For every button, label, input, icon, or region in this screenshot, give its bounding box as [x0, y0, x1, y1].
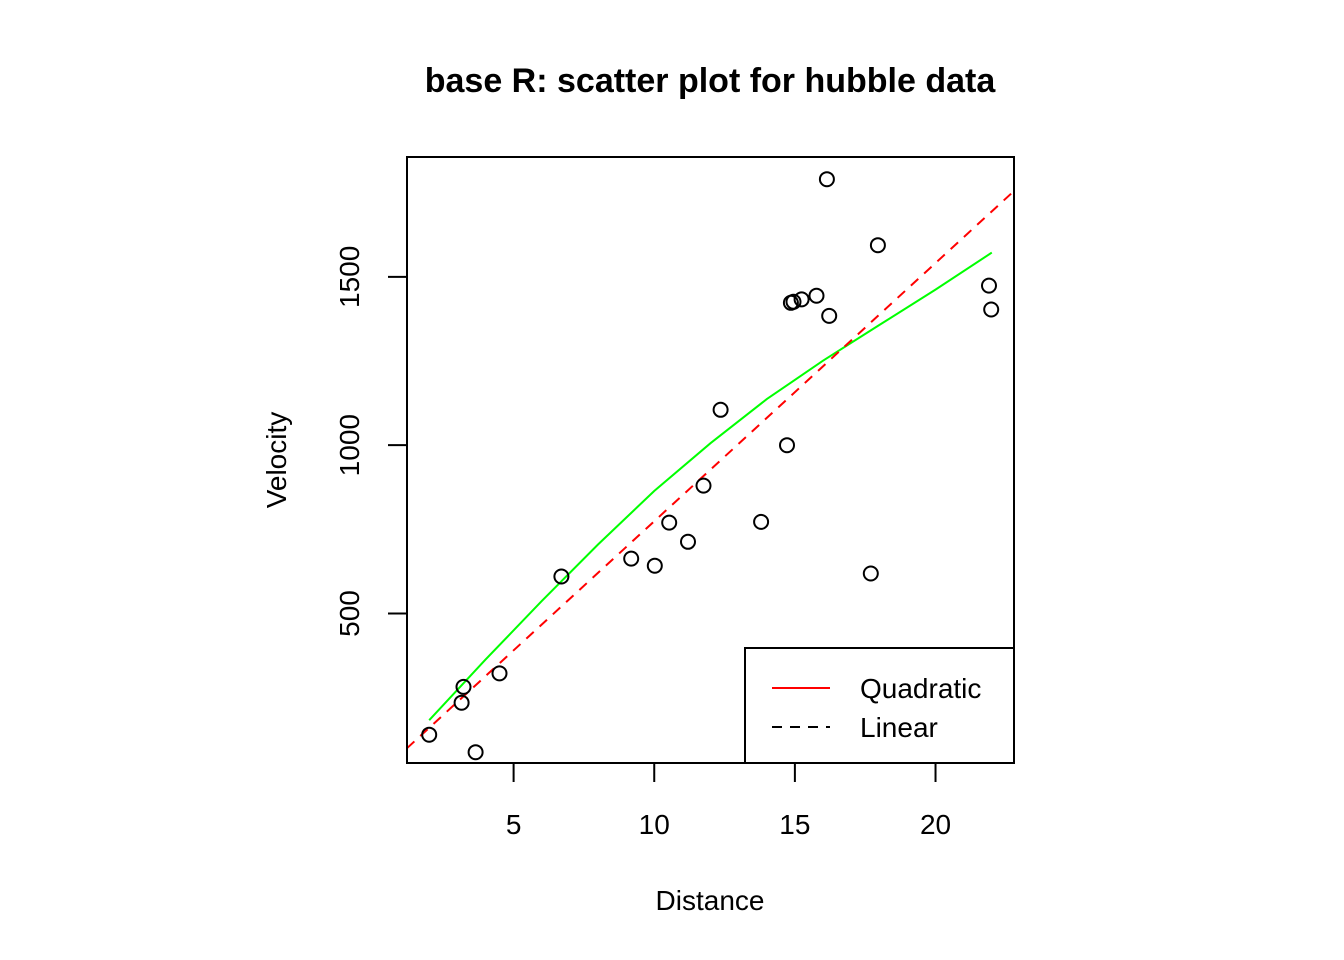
legend-box: [744, 647, 1015, 764]
data-point: [869, 237, 886, 254]
data-point: [553, 568, 570, 585]
legend-label-quadratic: Quadratic: [860, 673, 981, 704]
data-point: [661, 514, 678, 531]
data-point: [862, 565, 879, 582]
data-point: [808, 287, 825, 304]
x-tick-label: 20: [920, 809, 951, 840]
data-point: [680, 533, 696, 550]
x-tick-label: 5: [506, 809, 522, 840]
x-axis-label: Distance: [656, 885, 765, 916]
y-axis-label: Velocity: [261, 412, 292, 509]
legend: Quadratic Linear: [744, 647, 1015, 764]
data-point: [712, 401, 729, 418]
data-point: [821, 307, 838, 324]
data-point: [779, 437, 795, 454]
series-quadratic: [428, 251, 993, 721]
data-point: [753, 513, 770, 530]
y-axis: 500 1000 1500: [334, 246, 408, 637]
y-tick-label: 500: [334, 590, 365, 637]
x-tick-label: 10: [639, 809, 670, 840]
data-point: [793, 291, 810, 308]
data-point: [981, 277, 997, 294]
data-point: [467, 744, 484, 761]
data-point: [983, 301, 1000, 318]
data-point: [455, 678, 472, 695]
y-tick-label: 1500: [334, 246, 365, 308]
chart-title: base R: scatter plot for hubble data: [425, 62, 997, 100]
data-point: [818, 171, 835, 188]
fit-curves: [406, 190, 1015, 749]
data-point: [785, 293, 802, 310]
data-points: [421, 171, 1000, 761]
y-tick-label: 1000: [334, 414, 365, 476]
data-point: [421, 726, 438, 743]
data-point: [646, 557, 663, 574]
data-point: [491, 665, 508, 682]
x-axis: 5 10 15 20: [506, 762, 951, 840]
data-point: [453, 694, 470, 711]
x-tick-label: 15: [779, 809, 810, 840]
series-linear: [406, 190, 1015, 749]
data-point: [623, 550, 640, 567]
legend-label-linear: Linear: [860, 712, 938, 743]
data-point: [695, 477, 712, 494]
